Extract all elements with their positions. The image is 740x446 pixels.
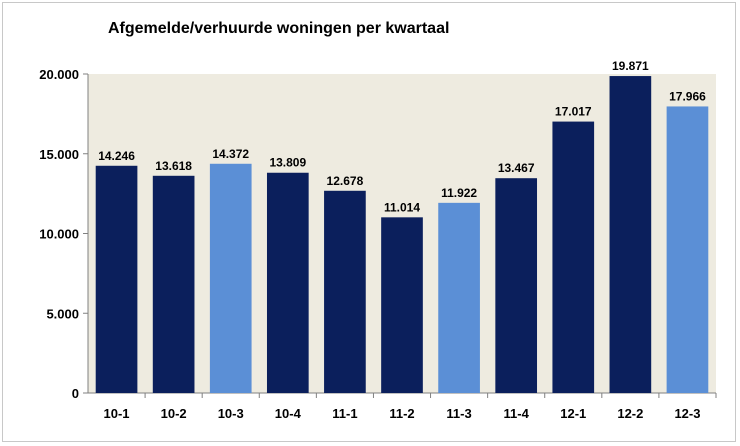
bar [381,217,423,393]
x-tick-label: 11-1 [332,406,357,421]
data-label: 12.678 [327,174,364,188]
chart-title: Afgemelde/verhuurde woningen per kwartaa… [108,20,450,37]
data-label: 17.017 [555,105,592,119]
x-tick-label: 12-2 [617,406,643,421]
data-label: 19.871 [612,59,649,73]
data-label: 13.618 [155,159,192,173]
x-tick-label: 10-3 [218,406,244,421]
y-tick-label: 15.000 [39,147,79,162]
x-tick-label: 12-1 [560,406,586,421]
x-tick-label: 12-3 [674,406,700,421]
bar [95,165,138,393]
x-tick-label: 10-1 [104,406,130,421]
x-tick-label: 10-4 [275,406,302,421]
data-label: 11.922 [441,186,477,200]
data-label: 13.809 [269,156,306,170]
data-label: 17.966 [669,89,706,103]
y-tick-label: 0 [72,386,79,401]
x-tick-label: 11-2 [389,406,414,421]
bar [209,163,252,393]
bar [666,106,709,394]
x-tick-label: 10-2 [161,406,187,421]
bar [266,172,309,393]
y-tick-label: 10.000 [39,227,79,242]
x-tick-label: 11-3 [446,406,471,421]
data-label: 11.014 [384,200,420,214]
y-tick-label: 20.000 [39,67,79,82]
x-tick-label: 11-4 [504,406,530,421]
y-tick-label: 5.000 [46,306,79,321]
bar [152,175,195,393]
bar [324,190,366,393]
bar [438,202,480,393]
bar [495,178,538,393]
data-label: 14.246 [98,149,135,163]
bar [609,76,652,393]
data-label: 13.467 [498,161,535,175]
data-label: 14.372 [212,147,249,161]
bar [552,121,595,393]
